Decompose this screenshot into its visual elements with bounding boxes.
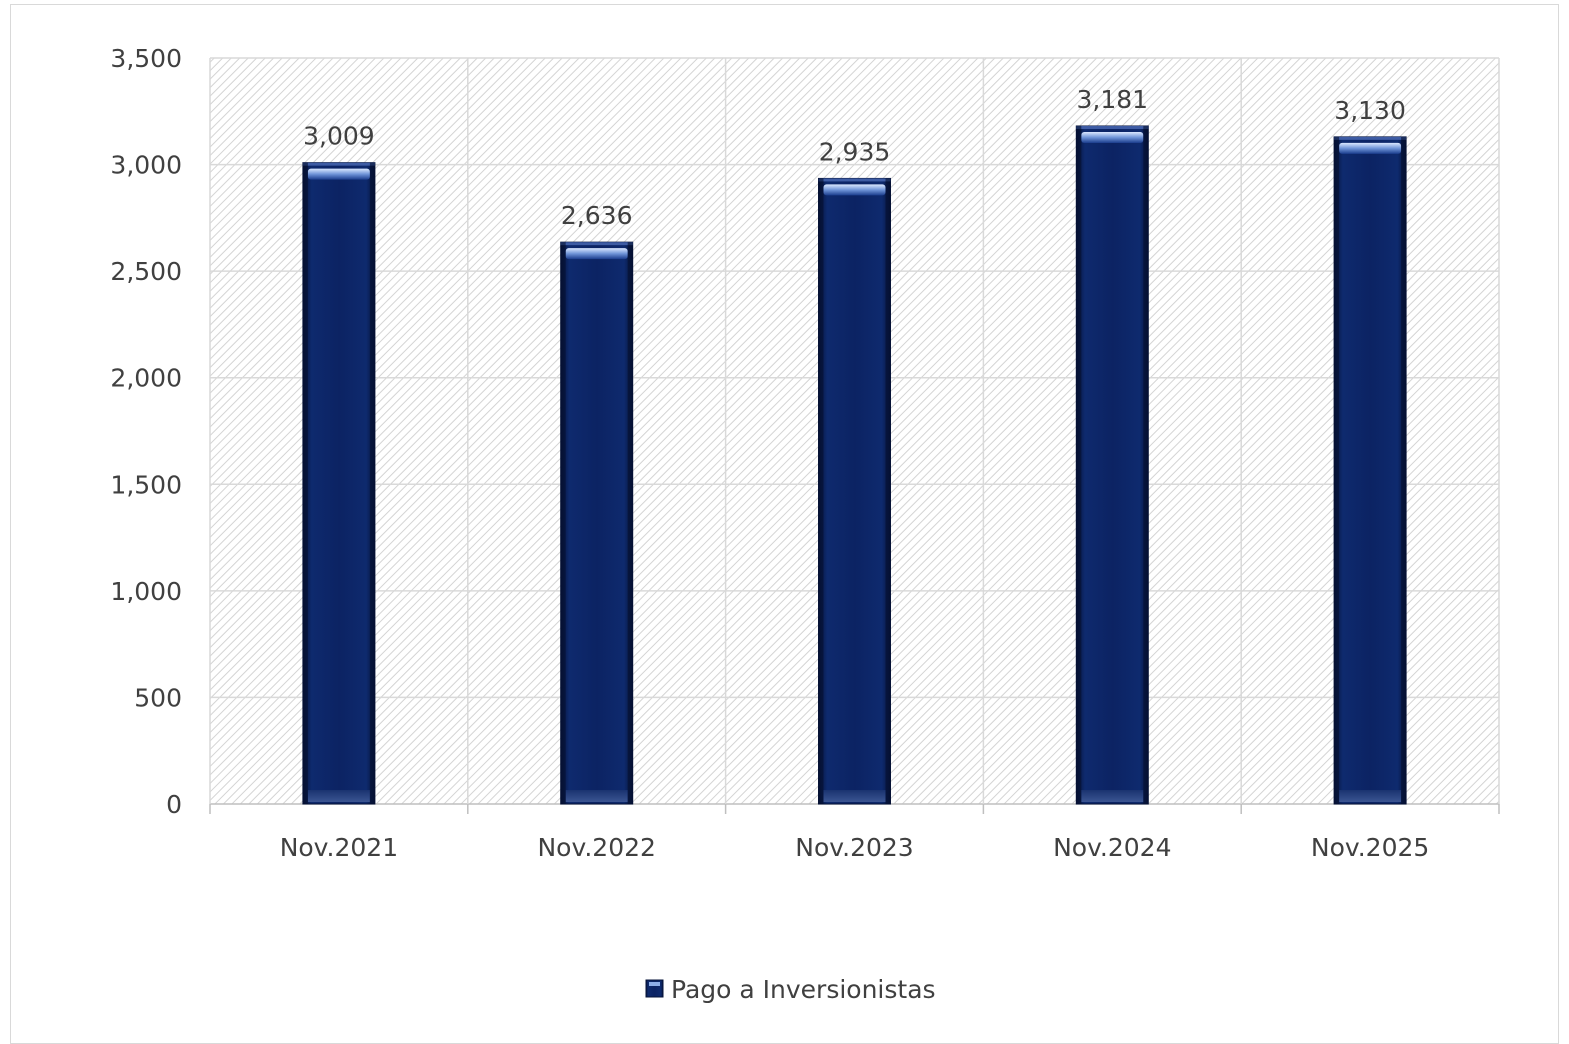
data-label: 3,181: [1077, 85, 1149, 114]
bar: [560, 241, 634, 805]
y-tick-label: 2,500: [110, 257, 182, 286]
x-tick-label: Nov.2023: [795, 833, 913, 862]
data-label: 2,636: [561, 201, 633, 230]
bar: [1075, 125, 1149, 805]
data-label: 2,935: [819, 137, 891, 166]
bar: [1333, 136, 1407, 805]
y-tick-label: 3,500: [110, 44, 182, 73]
y-tick-label: 1,500: [110, 470, 182, 499]
x-tick-label: Nov.2021: [280, 833, 398, 862]
y-tick-label: 1,000: [110, 577, 182, 606]
x-tick-label: Nov.2025: [1311, 833, 1429, 862]
y-tick-label: 0: [166, 790, 182, 819]
data-label: 3,130: [1334, 96, 1406, 125]
x-tick-label: Nov.2022: [537, 833, 655, 862]
y-tick-label: 500: [134, 683, 182, 712]
x-tick-label: Nov.2024: [1053, 833, 1171, 862]
legend: Pago a Inversionistas: [645, 975, 936, 1004]
y-tick-label: 3,000: [110, 151, 182, 180]
y-tick-label: 2,000: [110, 364, 182, 393]
data-label: 3,009: [303, 122, 375, 151]
bar: [302, 162, 376, 805]
bar: [818, 177, 891, 805]
legend-label: Pago a Inversionistas: [671, 975, 936, 1004]
